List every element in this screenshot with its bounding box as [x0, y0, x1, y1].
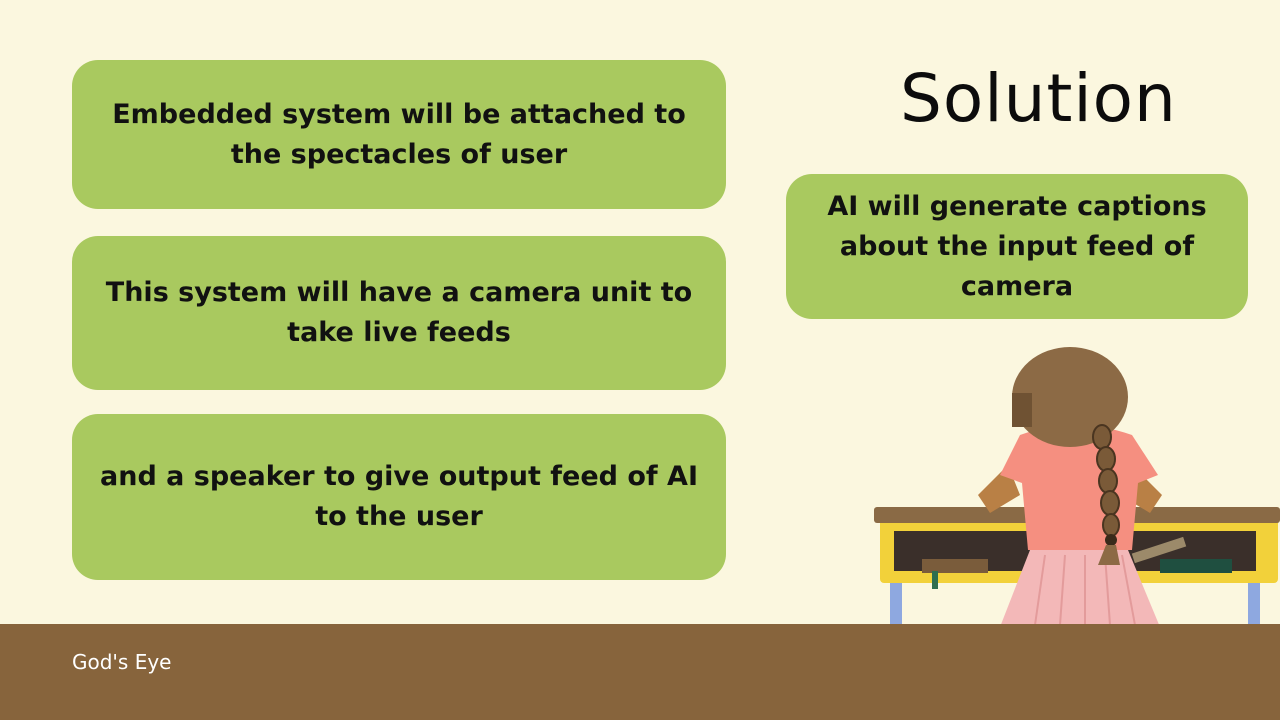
bookmark: [932, 571, 938, 589]
braid-tip: [1098, 545, 1120, 565]
solution-point-1-text: Embedded system will be attached to the …: [112, 98, 686, 170]
book-1: [922, 559, 988, 573]
desk-leg-right: [1248, 577, 1260, 625]
solution-point-2-text: This system will have a camera unit to t…: [105, 277, 693, 348]
skirt: [1000, 550, 1160, 625]
book-2: [1160, 559, 1232, 573]
girl-at-desk-illustration: [874, 347, 1280, 625]
solution-point-1: Embedded system will be attached to the …: [72, 60, 726, 209]
slide-title: Solution: [900, 60, 1177, 137]
footer-label: God's Eye: [72, 650, 172, 674]
braid: [1092, 424, 1120, 537]
solution-point-3-text: and a speaker to give output feed of AI …: [100, 461, 698, 532]
solution-point-4-text: AI will generate captions about the inpu…: [827, 190, 1207, 302]
solution-point-2: This system will have a camera unit to t…: [72, 236, 726, 390]
footer-bar: [0, 624, 1280, 720]
desk-leg-left: [890, 577, 902, 625]
pencil-box: [1131, 536, 1187, 564]
solution-point-3: and a speaker to give output feed of AI …: [72, 414, 726, 580]
solution-point-4: AI will generate captions about the inpu…: [786, 174, 1248, 319]
hair: [1012, 347, 1128, 447]
